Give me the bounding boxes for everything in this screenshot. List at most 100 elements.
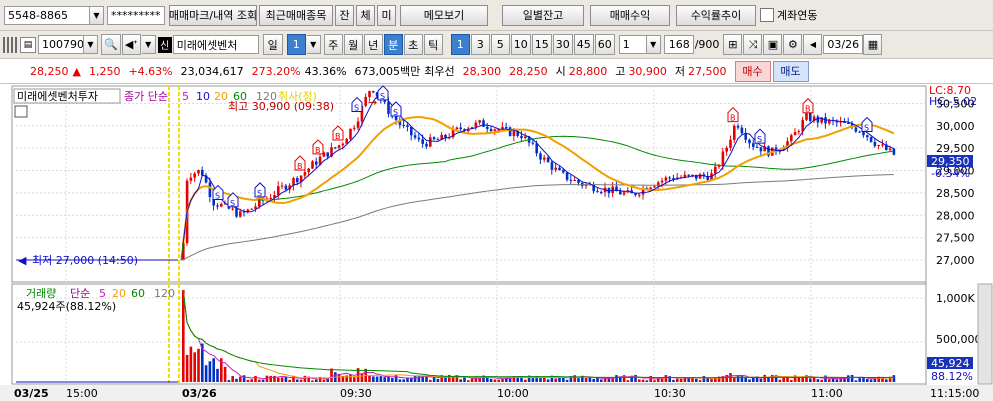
sell-button[interactable]: 매도: [772, 60, 809, 82]
period-count-button[interactable]: 1: [286, 34, 306, 55]
price-tick: 28,000: [936, 209, 975, 222]
candle-body: [774, 147, 778, 152]
minute-3-button[interactable]: 3: [470, 34, 490, 55]
balance-button[interactable]: 잔: [335, 4, 354, 26]
table-icon[interactable]: [14, 105, 28, 118]
trade-profit-button[interactable]: 매매수익: [590, 4, 670, 26]
trade-mark-button[interactable]: 매매마크/내역 조회: [169, 4, 257, 26]
candle-body: [820, 117, 823, 123]
buy-button[interactable]: 매수: [734, 60, 771, 82]
volume-bar: [379, 376, 383, 382]
account-select[interactable]: 5548-8865: [4, 5, 90, 25]
ma60-legend: 60: [233, 90, 247, 103]
candle-body: [337, 145, 341, 148]
search-icon[interactable]: 🔍: [101, 34, 121, 55]
volume-bars: [182, 290, 896, 382]
date-input[interactable]: 03/26: [823, 35, 864, 54]
candle-body: [505, 127, 508, 129]
volume-bar: [573, 375, 576, 382]
settings-icon[interactable]: ⚙: [783, 34, 803, 55]
candle-body: [801, 119, 804, 132]
unfilled-button[interactable]: 미: [377, 4, 396, 26]
minute-45-button[interactable]: 45: [573, 34, 594, 55]
period-month-button[interactable]: 월: [343, 34, 363, 55]
volume-bar: [505, 376, 508, 382]
volume-bar: [558, 376, 561, 382]
volume-bar: [801, 376, 804, 382]
grid-icon[interactable]: [3, 36, 17, 53]
candle-body: [216, 205, 219, 207]
high-arrow: →: [368, 96, 377, 109]
recent-items-button[interactable]: 최근매매종목: [259, 4, 333, 26]
password-field[interactable]: *********: [107, 5, 165, 25]
chevron-down-icon[interactable]: ▼: [90, 5, 104, 25]
period-minute-button[interactable]: 분: [383, 34, 403, 55]
volume-bar: [778, 379, 782, 382]
minute-30-button[interactable]: 30: [552, 34, 573, 55]
candle-body: [641, 188, 645, 195]
volume-bar: [683, 376, 687, 382]
scroll-left-icon[interactable]: ◀: [803, 34, 823, 55]
volume-bar: [182, 290, 185, 382]
candle-body: [239, 211, 242, 217]
candle-body: [330, 147, 333, 157]
ruler-icon[interactable]: ⊞: [723, 34, 743, 55]
draw-tool-icon[interactable]: ⤨: [743, 34, 763, 55]
candle-body: [782, 147, 785, 151]
volume-bar: [277, 377, 280, 382]
candle-body: [394, 115, 398, 120]
save-icon[interactable]: ▣: [763, 34, 783, 55]
volume-bar: [413, 375, 417, 382]
period-tick-button[interactable]: 틱: [423, 34, 443, 55]
chevron-down-icon[interactable]: ▼: [306, 35, 321, 54]
candle-body: [410, 126, 413, 136]
volume-bar: [679, 378, 683, 382]
speaker-icon[interactable]: ◀ᐩ: [121, 34, 141, 55]
data-count-input[interactable]: 168: [663, 35, 694, 54]
memo-button[interactable]: 메모보기: [400, 4, 488, 26]
period-year-button[interactable]: 년: [363, 34, 383, 55]
period-week-button[interactable]: 주: [323, 34, 343, 55]
period-day-button[interactable]: 일: [262, 34, 283, 55]
candle-body: [828, 119, 831, 124]
minute-1-button[interactable]: 1: [450, 34, 470, 55]
data-total-label: /900: [694, 38, 720, 51]
volume-bar: [771, 374, 774, 382]
minute-5-button[interactable]: 5: [490, 34, 510, 55]
chevron-down-icon[interactable]: ▼: [646, 35, 661, 54]
fill-button[interactable]: 체: [356, 4, 375, 26]
vol-pct-tag: 88.12%: [931, 370, 973, 383]
interval-select[interactable]: 1: [618, 35, 647, 54]
volume-bar: [630, 375, 633, 382]
volume-bar: [216, 368, 219, 382]
volume-bar: [869, 379, 873, 382]
minute-10-button[interactable]: 10: [510, 34, 531, 55]
return-trend-button[interactable]: 수익률추이: [676, 4, 756, 26]
volume-bar: [714, 377, 717, 382]
daily-balance-button[interactable]: 일별잔고: [502, 4, 584, 26]
volume-bar: [292, 376, 295, 382]
minute-60-button[interactable]: 60: [594, 34, 615, 55]
account-link-checkbox[interactable]: [760, 8, 774, 22]
volume-bar: [258, 379, 261, 382]
calendar-icon[interactable]: ▦: [863, 34, 883, 55]
chevron-down-icon[interactable]: ▼: [141, 35, 156, 54]
candle-body: [729, 139, 732, 148]
volume-bar: [885, 379, 888, 382]
candle-body: [364, 96, 367, 106]
volume-bar: [341, 376, 345, 382]
chevron-down-icon[interactable]: ▼: [84, 35, 98, 54]
minute-15-button[interactable]: 15: [531, 34, 552, 55]
code-lookup-icon[interactable]: ▤: [20, 36, 36, 53]
period-second-button[interactable]: 초: [403, 34, 423, 55]
candle-body: [258, 199, 261, 207]
scrollbar[interactable]: [977, 283, 993, 385]
volume-bar: [284, 376, 288, 382]
stock-code-input[interactable]: 100790: [38, 35, 84, 54]
volume-bar: [622, 375, 626, 382]
ma5-line: [182, 94, 895, 244]
candle-body: [752, 143, 755, 147]
volume-bar: [702, 376, 706, 382]
